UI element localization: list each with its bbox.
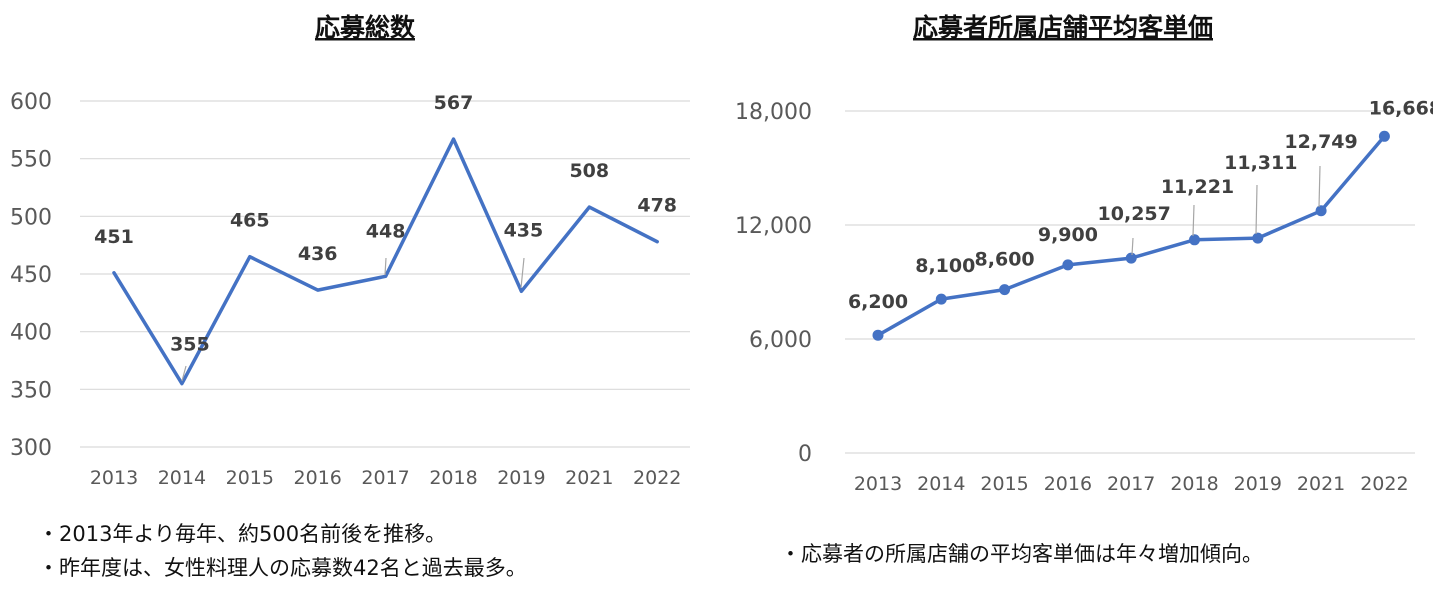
applicants-series-line <box>112 137 659 386</box>
applicants-y-tick-label: 600 <box>10 90 52 115</box>
applicants-y-tick-label: 500 <box>10 205 52 230</box>
applicants-y-tick-label: 450 <box>10 263 52 288</box>
unit-price-y-tick-label: 18,000 <box>735 100 812 125</box>
unit-price-label-leader-line <box>1131 237 1134 256</box>
unit-price-series-line <box>876 134 1387 337</box>
left-note-line-2: ・昨年度は、女性料理人の応募数42名と過去最多。 <box>38 556 527 580</box>
applicants-data-label: 465 <box>230 210 270 232</box>
unit-price-x-tick-label: 2022 <box>1360 473 1408 495</box>
unit-price-data-label: 8,600 <box>975 249 1035 271</box>
applicants-y-tick-label: 400 <box>10 321 52 346</box>
applicants-data-label: 478 <box>637 195 677 217</box>
unit-price-x-tick-label: 2014 <box>917 473 965 495</box>
unit-price-data-label: 11,221 <box>1161 176 1234 198</box>
applicants-data-label: 448 <box>366 220 406 242</box>
applicants-x-tick-label: 2013 <box>90 467 138 489</box>
unit-price-data-point <box>999 284 1011 296</box>
right-note-line-1: ・応募者の所属店舗の平均客単価は年々増加傾向。 <box>780 542 1263 566</box>
applicants-data-label: 355 <box>170 334 210 356</box>
unit-price-data-label: 12,749 <box>1284 131 1357 153</box>
unit-price-label-leader-line <box>1255 184 1258 235</box>
unit-price-data-point <box>935 293 947 305</box>
applicants-y-tick-label: 350 <box>10 378 52 403</box>
applicants-data-label: 508 <box>569 160 609 182</box>
unit-price-data-label: 10,257 <box>1098 203 1171 225</box>
unit-price-data-point <box>872 329 884 341</box>
unit-price-chart-title: 応募者所属店舗平均客単価 <box>913 13 1213 42</box>
unit-price-x-tick-label: 2017 <box>1107 473 1155 495</box>
applicants-x-tick-label: 2016 <box>294 467 342 489</box>
unit-price-data-point <box>1062 259 1074 271</box>
unit-price-label-leader-line <box>1192 204 1195 237</box>
applicants-data-label: 451 <box>94 226 134 248</box>
unit-price-data-point <box>1315 205 1327 217</box>
unit-price-data-label: 6,200 <box>848 291 908 313</box>
unit-price-label-leader-line <box>1318 165 1321 208</box>
applicants-data-label: 567 <box>434 92 474 114</box>
unit-price-data-point <box>1252 232 1264 244</box>
unit-price-y-tick-label: 12,000 <box>735 214 812 239</box>
unit-price-x-tick-label: 2016 <box>1044 473 1092 495</box>
applicants-x-tick-label: 2022 <box>633 467 681 489</box>
unit-price-y-tick-label: 0 <box>798 442 812 467</box>
unit-price-y-tick-label: 6,000 <box>749 328 812 353</box>
applicants-x-tick-label: 2018 <box>429 467 477 489</box>
unit-price-x-tick-label: 2015 <box>980 473 1028 495</box>
applicants-x-tick-label: 2019 <box>497 467 545 489</box>
unit-price-data-label: 16,668 <box>1369 97 1433 119</box>
unit-price-data-point <box>1378 130 1390 142</box>
unit-price-x-tick-label: 2021 <box>1297 473 1345 495</box>
unit-price-x-tick-label: 2018 <box>1170 473 1218 495</box>
unit-price-x-tick-label: 2019 <box>1234 473 1282 495</box>
unit-price-data-point <box>1125 252 1137 264</box>
applicants-data-label: 435 <box>504 219 544 241</box>
applicants-x-tick-label: 2017 <box>361 467 409 489</box>
applicants-label-leader-line <box>384 257 387 276</box>
applicants-x-tick-label: 2015 <box>226 467 274 489</box>
unit-price-data-label: 8,100 <box>915 255 975 277</box>
applicants-chart-title: 応募総数 <box>315 13 416 42</box>
applicants-data-label: 436 <box>298 243 338 265</box>
unit-price-x-tick-label: 2013 <box>854 473 902 495</box>
left-note-line-1: ・2013年より毎年、約500名前後を推移。 <box>38 522 447 546</box>
applicants-label-leader-line <box>520 257 525 289</box>
unit-price-data-point <box>1189 234 1200 246</box>
unit-price-data-label: 11,311 <box>1224 152 1297 174</box>
applicants-label-leader-line <box>181 365 187 382</box>
unit-price-data-label: 9,900 <box>1038 224 1098 246</box>
applicants-x-tick-label: 2014 <box>158 467 206 489</box>
applicants-y-tick-label: 550 <box>10 148 52 173</box>
applicants-x-tick-label: 2021 <box>565 467 613 489</box>
applicants-y-tick-label: 300 <box>10 436 52 461</box>
